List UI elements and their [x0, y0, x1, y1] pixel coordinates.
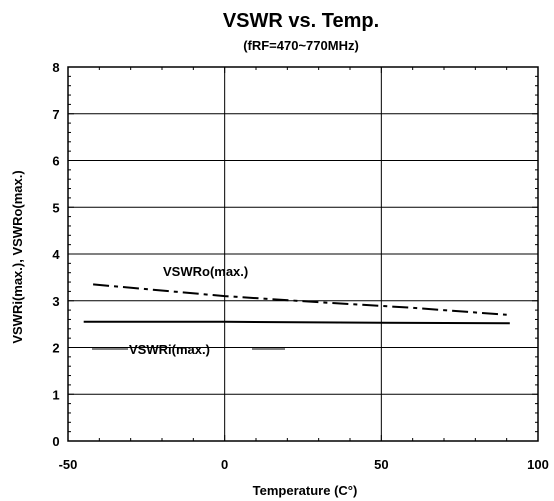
y-axis-label: VSWRi(max.), VSWRo(max.): [10, 170, 25, 343]
x-tick-label: 0: [221, 457, 228, 472]
x-axis-label: Temperature (C°): [253, 483, 358, 498]
y-tick-label: 6: [52, 154, 59, 169]
x-tick-labels: -50 0 50 100: [59, 457, 549, 472]
series-annotations: VSWRo(max.) VSWRi(max.): [92, 264, 285, 357]
x-tick-label: -50: [59, 457, 78, 472]
annotation-vswro: VSWRo(max.): [163, 264, 248, 279]
y-tick-label: 8: [52, 60, 59, 75]
series-lines: [83, 283, 510, 325]
y-tick-label: 7: [52, 107, 59, 122]
x-tick-label: 100: [527, 457, 549, 472]
annotation-vswri: VSWRi(max.): [129, 342, 210, 357]
series-line-1: [83, 320, 510, 325]
y-tick-label: 4: [52, 247, 60, 262]
chart-subtitle: (fRF=470~770MHz): [243, 38, 359, 53]
x-tick-label: 50: [374, 457, 388, 472]
y-tick-labels: 0 1 2 3 4 5 6 7 8: [52, 60, 60, 449]
y-tick-label: 3: [52, 294, 59, 309]
chart-title: VSWR vs. Temp.: [223, 10, 379, 32]
y-tick-label: 2: [52, 341, 59, 356]
y-tick-label: 5: [52, 200, 59, 215]
y-tick-label: 0: [52, 434, 59, 449]
grid-lines: [68, 67, 538, 441]
series-line-0: [93, 283, 507, 316]
y-tick-label: 1: [52, 387, 59, 402]
axis-ticks: [67, 66, 539, 442]
